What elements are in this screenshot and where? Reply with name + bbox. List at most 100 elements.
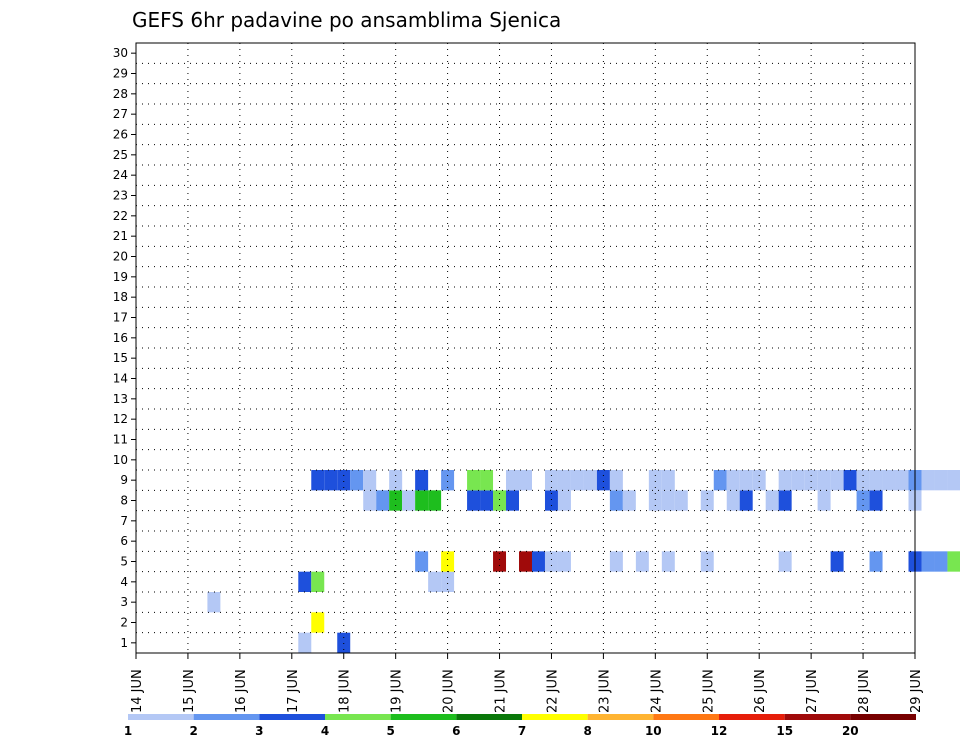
- heatmap-cell: [947, 551, 960, 572]
- heatmap-cell: [467, 490, 481, 511]
- heatmap-cell: [895, 470, 909, 491]
- heatmap-cell: [557, 490, 571, 511]
- heatmap-cell: [389, 470, 403, 491]
- x-tick-label: 24 JUN: [649, 669, 664, 713]
- heatmap-cell: [337, 632, 351, 653]
- y-tick-label: 25: [113, 148, 128, 162]
- heatmap-cell: [804, 470, 818, 491]
- legend-color-swatch: [193, 714, 260, 720]
- y-tick-label: 15: [113, 351, 128, 365]
- heatmap-cell: [493, 490, 507, 511]
- x-tick-label: 17 JUN: [286, 669, 301, 713]
- heatmap-cell: [674, 490, 688, 511]
- heatmap-cell: [817, 490, 831, 511]
- legend-level-label: 4: [321, 724, 329, 738]
- heatmap-cell: [570, 470, 584, 491]
- heatmap-cell: [609, 551, 623, 572]
- heatmap-cell: [298, 571, 312, 592]
- x-tick-label: 15 JUN: [182, 669, 197, 713]
- heatmap-cell: [557, 470, 571, 491]
- heatmap-cell: [726, 490, 740, 511]
- x-tick-label: 22 JUN: [546, 669, 561, 713]
- y-tick-label: 7: [120, 514, 128, 528]
- chart-title: GEFS 6hr padavine po ansamblima Sjenica: [132, 8, 561, 32]
- heatmap-cell: [311, 612, 325, 633]
- y-tick-label: 2: [120, 616, 128, 630]
- heatmap-cell: [311, 571, 325, 592]
- legend-color-swatch: [259, 714, 325, 720]
- y-tick-label: 27: [113, 107, 128, 121]
- y-tick-label: 16: [113, 331, 128, 345]
- heatmap-cell: [856, 490, 870, 511]
- heatmap-cell: [480, 490, 494, 511]
- heatmap-cell: [778, 470, 792, 491]
- heatmap-cell: [830, 551, 844, 572]
- heatmap-cell: [609, 490, 623, 511]
- y-tick-label: 22: [113, 209, 128, 223]
- legend-level-label: 5: [387, 724, 395, 738]
- heatmap-cell: [415, 490, 429, 511]
- heatmap-cell: [506, 490, 519, 511]
- heatmap-cell: [934, 470, 948, 491]
- y-tick-label: 6: [120, 534, 128, 548]
- x-tick-label: 28 JUN: [857, 669, 872, 713]
- x-tick-label: 29 JUN: [909, 669, 924, 713]
- heatmap-cell: [622, 490, 636, 511]
- legend-level-label: 7: [518, 724, 526, 738]
- legend-color-swatch: [325, 714, 391, 720]
- heatmap-cell: [661, 551, 675, 572]
- y-axis-ticks: 1234567891011121314151617181920212223242…: [113, 46, 136, 650]
- heatmap-cell: [493, 551, 507, 572]
- heatmap-cell: [376, 490, 390, 511]
- y-tick-label: 28: [113, 87, 128, 101]
- heatmap-cell: [869, 470, 883, 491]
- y-tick-label: 24: [113, 168, 128, 182]
- y-tick-label: 11: [113, 433, 128, 447]
- x-tick-label: 25 JUN: [701, 669, 716, 713]
- legend-color-swatch: [522, 714, 588, 720]
- heatmap-cell: [441, 571, 455, 592]
- heatmap-cell: [544, 490, 558, 511]
- x-tick-label: 18 JUN: [338, 669, 353, 713]
- color-legend: 1 2 3 4 5 6 7 8 10 12 15 20: [124, 714, 916, 738]
- heatmap-cell: [726, 470, 740, 491]
- x-tick-label: 20 JUN: [442, 669, 457, 713]
- heatmap-cell: [428, 571, 442, 592]
- heatmap-cell: [635, 551, 649, 572]
- x-tick-label: 26 JUN: [753, 669, 768, 713]
- legend-level-label: 15: [776, 724, 793, 738]
- heatmap-cell: [661, 470, 675, 491]
- y-tick-label: 23: [113, 189, 128, 203]
- heatmap-cell: [519, 551, 532, 572]
- heatmap-cell: [337, 470, 351, 491]
- heatmap-cell: [415, 551, 429, 572]
- heatmap-cell: [830, 470, 844, 491]
- x-tick-label: 16 JUN: [234, 669, 249, 713]
- y-tick-label: 3: [120, 595, 128, 609]
- heatmap-cell: [519, 470, 532, 491]
- heatmap-cell: [700, 551, 714, 572]
- x-tick-label: 14 JUN: [130, 669, 145, 713]
- legend-level-label: 20: [842, 724, 859, 738]
- legend-level-label: 8: [584, 724, 592, 738]
- legend-color-swatch: [719, 714, 785, 720]
- y-tick-label: 4: [120, 575, 128, 589]
- heatmap-cell: [869, 490, 883, 511]
- heatmap-cell: [441, 551, 455, 572]
- heatmap-cell: [207, 592, 221, 613]
- y-tick-label: 12: [113, 412, 128, 426]
- heatmap-cell: [947, 470, 960, 491]
- legend-color-swatch: [456, 714, 522, 720]
- heatmap-cell: [648, 470, 662, 491]
- heatmap-cell: [324, 470, 338, 491]
- heatmap-cell: [765, 490, 779, 511]
- heatmap-cell: [713, 470, 727, 491]
- y-tick-label: 20: [113, 250, 128, 264]
- y-tick-label: 30: [113, 46, 128, 60]
- heatmap-cell: [856, 470, 870, 491]
- heatmap-cell: [363, 490, 377, 511]
- x-tick-label: 23 JUN: [597, 669, 612, 713]
- y-tick-label: 21: [113, 229, 128, 243]
- heatmap-cell: [596, 470, 610, 491]
